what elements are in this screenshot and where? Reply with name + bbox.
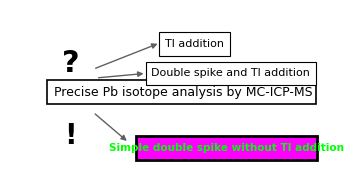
Text: ?: ? (62, 49, 80, 78)
FancyBboxPatch shape (146, 62, 316, 84)
FancyBboxPatch shape (136, 136, 317, 160)
Text: !: ! (65, 122, 77, 150)
Text: Precise Pb isotope analysis by MC-ICP-MS: Precise Pb isotope analysis by MC-ICP-MS (54, 86, 312, 99)
Text: Tl addition: Tl addition (165, 39, 224, 49)
Text: Simple double spike without Tl addition: Simple double spike without Tl addition (109, 143, 344, 153)
Text: Double spike and Tl addition: Double spike and Tl addition (151, 68, 310, 78)
FancyBboxPatch shape (47, 80, 316, 104)
FancyBboxPatch shape (160, 32, 230, 56)
